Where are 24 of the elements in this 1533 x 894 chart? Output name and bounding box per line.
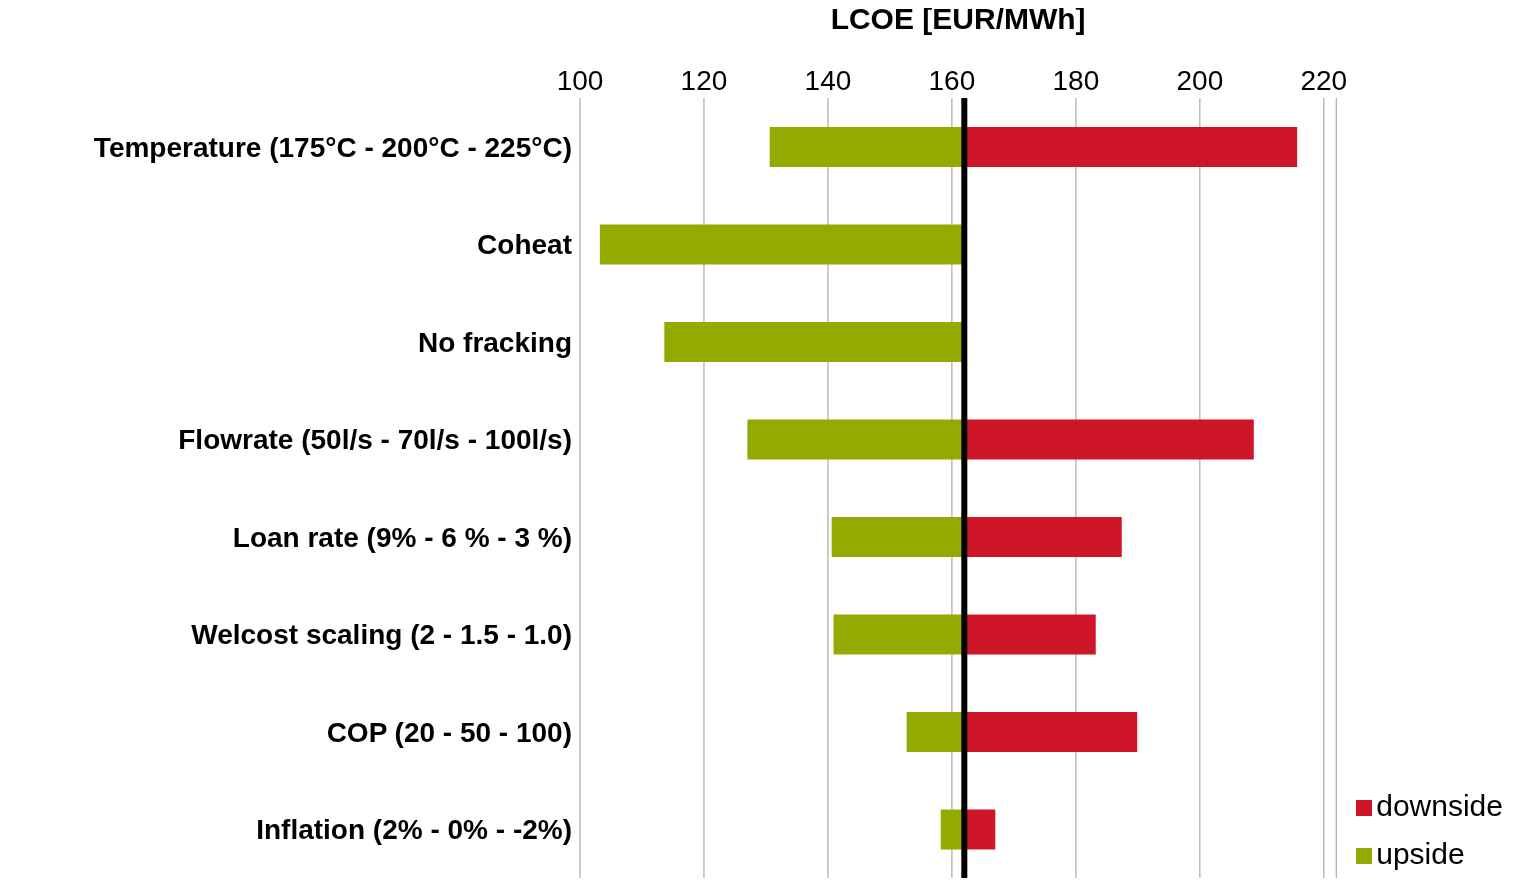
y-tick-label: No fracking — [417, 326, 572, 358]
y-tick-label: Inflation (2% - 0% - -2%) — [256, 814, 572, 846]
y-tick-label: Flowrate (50l/s - 70l/s - 100l/s) — [178, 424, 572, 456]
bar — [964, 127, 1298, 167]
x-tick-label: 220 — [1300, 65, 1348, 96]
x-tick-label: 180 — [1052, 65, 1100, 96]
legend-label: downside — [1376, 789, 1503, 822]
x-axis-title: LCOE [EUR/MWh] — [830, 2, 1086, 36]
y-tick-label: Welcost scaling (2 - 1.5 - 1.0) — [191, 619, 572, 651]
y-tick-label: COP (20 - 50 - 100) — [326, 716, 572, 748]
bar — [964, 809, 996, 850]
bar — [964, 614, 1096, 655]
y-tick-label: Coheat — [477, 229, 572, 261]
legend-label: upside — [1376, 837, 1465, 870]
x-tick-label: 160 — [928, 65, 976, 96]
y-tick-label: Loan rate (9% - 6 % - 3 %) — [232, 521, 572, 553]
x-tick-label: 140 — [804, 65, 852, 96]
x-tick-label: 200 — [1176, 65, 1224, 96]
bar — [964, 419, 1254, 460]
bar — [964, 517, 1122, 557]
bar — [964, 712, 1138, 752]
x-tick-label: 100 — [556, 65, 604, 96]
x-tick-label: 120 — [680, 65, 728, 96]
y-tick-label: Temperature (175°C - 200°C - 225°C) — [93, 131, 572, 163]
